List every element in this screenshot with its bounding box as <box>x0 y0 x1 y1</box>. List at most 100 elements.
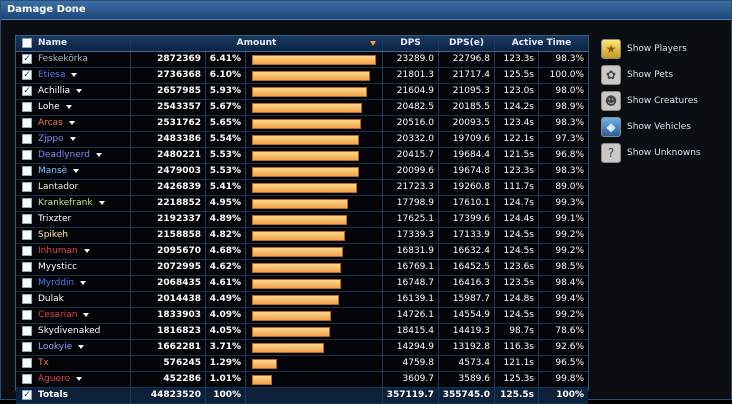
player-name-cell[interactable]: ✓ Feskekörka <box>16 52 131 67</box>
amount-cell: 1662281 <box>131 340 206 355</box>
row-checkbox[interactable] <box>22 134 32 144</box>
legend-label: Show Pets <box>627 70 674 80</box>
row-checkbox[interactable] <box>22 294 32 304</box>
player-dropdown-icon[interactable] <box>69 136 76 141</box>
table-row[interactable]: Spikeh 2158858 4.82% 17339.3 17133.9 124.5s 99… <box>16 228 588 244</box>
player-name-cell[interactable]: Trixzter <box>16 212 131 227</box>
player-dropdown-icon[interactable] <box>78 344 85 349</box>
player-name: Myrddin <box>38 278 75 288</box>
row-checkbox[interactable] <box>22 358 32 368</box>
active-time-cell: 123.6s <box>495 260 539 275</box>
header-active-time[interactable]: Active Time <box>511 38 572 48</box>
table-row[interactable]: Cesarian 1833903 4.09% 14726.1 14554.9 124.5s… <box>16 308 588 324</box>
player-name-cell[interactable]: Zjppo <box>16 132 131 147</box>
unknown-icon[interactable]: ? <box>601 143 621 163</box>
player-name-cell[interactable]: Myrddin <box>16 276 131 291</box>
creature-icon[interactable]: ☻ <box>601 91 621 111</box>
table-row[interactable]: ✓ Etiesa 2736368 6.10% 21801.3 21717.4 125.5s 1… <box>16 68 588 84</box>
table-row[interactable]: Mansè 2479003 5.53% 20099.6 19674.8 123.3s 98.… <box>16 164 588 180</box>
row-checkbox[interactable] <box>22 262 32 272</box>
table-row[interactable]: ✓ Achillia 2657985 5.93% 21604.9 21095.3 123.0… <box>16 84 588 100</box>
player-name-cell[interactable]: Deadlynerd <box>16 148 131 163</box>
row-checkbox[interactable] <box>22 230 32 240</box>
row-checkbox[interactable] <box>22 166 32 176</box>
player-dropdown-icon[interactable] <box>73 168 80 173</box>
table-row[interactable]: Skydivenaked 1816823 4.05% 18415.4 14419.3 98… <box>16 324 588 340</box>
pet-icon[interactable]: ✿ <box>601 65 621 85</box>
row-checkbox[interactable]: ✓ <box>22 86 32 96</box>
player-dropdown-icon[interactable] <box>80 280 87 285</box>
player-dropdown-icon[interactable] <box>65 104 72 109</box>
player-name-cell[interactable]: Aguero <box>16 372 131 387</box>
header-amount[interactable]: Amount <box>131 36 383 51</box>
dps-e-cell: 13192.8 <box>439 340 495 355</box>
player-name-cell[interactable]: Lohe <box>16 100 131 115</box>
row-checkbox[interactable] <box>22 278 32 288</box>
row-checkbox[interactable] <box>22 182 32 192</box>
player-dropdown-icon[interactable] <box>83 248 90 253</box>
row-checkbox[interactable] <box>22 310 32 320</box>
player-name-cell[interactable]: Mansè <box>16 164 131 179</box>
row-checkbox[interactable] <box>22 326 32 336</box>
dps-e-cell: 16452.5 <box>439 260 495 275</box>
table-row[interactable]: Deadlynerd 2480221 5.53% 20415.7 19684.4 121.… <box>16 148 588 164</box>
table-row[interactable]: ✓ Feskekörka 2872369 6.41% 23289.0 22796.8 123… <box>16 52 588 68</box>
table-row[interactable]: Aguero 452286 1.01% 3609.7 3589.6 125.3s 99.8% <box>16 372 588 388</box>
table-row[interactable]: Arcas 2531762 5.65% 20516.0 20093.5 123.4s 98.… <box>16 116 588 132</box>
player-dropdown-icon[interactable] <box>76 88 83 93</box>
title-bar[interactable]: Damage Done <box>1 1 731 20</box>
player-name-cell[interactable]: Myysticc <box>16 260 131 275</box>
player-name-cell[interactable]: Arcas <box>16 116 131 131</box>
table-row[interactable]: Tx 576245 1.29% 4759.8 4573.4 121.1s 96.5% <box>16 356 588 372</box>
active-percent-cell: 92.6% <box>555 342 584 352</box>
table-row[interactable]: Zjppo 2483386 5.54% 20332.0 19709.6 122.1s 97.… <box>16 132 588 148</box>
player-dropdown-icon[interactable] <box>76 376 83 381</box>
player-name-cell[interactable]: Skydivenaked <box>16 324 131 339</box>
row-checkbox[interactable] <box>22 118 32 128</box>
row-checkbox[interactable]: ✓ <box>22 390 32 400</box>
row-checkbox[interactable]: ✓ <box>22 54 32 64</box>
table-row[interactable]: Lantador 2426839 5.41% 21723.3 19260.8 111.7s… <box>16 180 588 196</box>
table-row[interactable]: Lookyie 1662281 3.71% 14294.9 13192.8 116.3s 9… <box>16 340 588 356</box>
header-dpse[interactable]: DPS(e) <box>439 36 495 51</box>
row-checkbox[interactable] <box>22 102 32 112</box>
player-dropdown-icon[interactable] <box>83 312 90 317</box>
table-row[interactable]: Krankefrank 2218852 4.95% 17798.9 17610.1 124… <box>16 196 588 212</box>
player-name-cell[interactable]: Inhuman <box>16 244 131 259</box>
player-name-cell[interactable]: Krankefrank <box>16 196 131 211</box>
player-dropdown-icon[interactable] <box>68 120 75 125</box>
table-row[interactable]: Trixzter 2192337 4.89% 17625.1 17399.6 124.4s… <box>16 212 588 228</box>
row-checkbox[interactable] <box>22 374 32 384</box>
player-name-cell[interactable]: ✓ Etiesa <box>16 68 131 83</box>
row-checkbox[interactable] <box>22 342 32 352</box>
header-dps[interactable]: DPS <box>383 36 439 51</box>
table-row[interactable]: Inhuman 2095670 4.68% 16831.9 16632.4 124.5s 9… <box>16 244 588 260</box>
totals-row[interactable]: ✓ Totals 44823520 100% 357119.7 355745.0 125.5… <box>16 388 588 404</box>
row-checkbox[interactable] <box>22 150 32 160</box>
header-name[interactable]: Name <box>16 36 131 51</box>
player-icon[interactable]: ★ <box>601 39 621 59</box>
player-name-cell[interactable]: ✓ Achillia <box>16 84 131 99</box>
player-dropdown-icon[interactable] <box>98 200 105 205</box>
player-name-cell[interactable]: Dulak <box>16 292 131 307</box>
vehicle-icon[interactable]: ◆ <box>601 117 621 137</box>
table-row[interactable]: Myrddin 2068435 4.61% 16748.7 16416.3 123.5s 9… <box>16 276 588 292</box>
player-dropdown-icon[interactable] <box>71 72 78 77</box>
amount-cell: 2872369 <box>131 52 206 67</box>
select-all-checkbox[interactable] <box>22 38 32 48</box>
row-checkbox[interactable] <box>22 246 32 256</box>
player-dropdown-icon[interactable] <box>96 152 103 157</box>
player-name-cell[interactable]: Cesarian <box>16 308 131 323</box>
player-name: Skydivenaked <box>38 326 101 336</box>
player-name-cell[interactable]: Spikeh <box>16 228 131 243</box>
table-row[interactable]: Lohe 2543357 5.67% 20482.5 20185.5 124.2s 98.9… <box>16 100 588 116</box>
table-row[interactable]: Dulak 2014438 4.49% 16139.1 15987.7 124.8s 99.… <box>16 292 588 308</box>
player-name-cell[interactable]: Lookyie <box>16 340 131 355</box>
player-name-cell[interactable]: Tx <box>16 356 131 371</box>
player-name-cell[interactable]: ✓ Totals <box>16 388 131 403</box>
row-checkbox[interactable] <box>22 198 32 208</box>
row-checkbox[interactable] <box>22 214 32 224</box>
table-row[interactable]: Myysticc 2072995 4.62% 16769.1 16452.5 123.6s… <box>16 260 588 276</box>
row-checkbox[interactable]: ✓ <box>22 70 32 80</box>
player-name-cell[interactable]: Lantador <box>16 180 131 195</box>
